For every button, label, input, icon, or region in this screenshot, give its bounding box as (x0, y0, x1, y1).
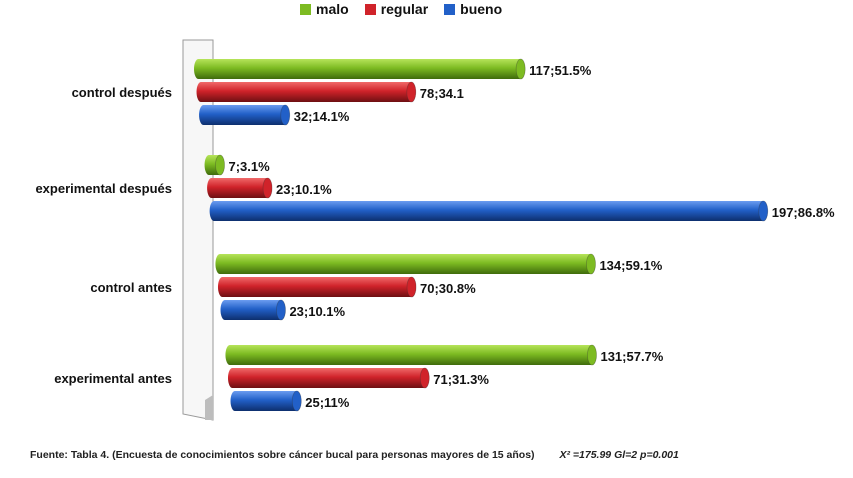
legend-item-malo: malo (300, 1, 349, 17)
legend-label-bueno: bueno (460, 1, 503, 17)
legend-label-regular: regular (380, 1, 429, 17)
data-label-bueno-1: 32;14.1% (294, 109, 350, 124)
bar-regular-1 (196, 82, 416, 102)
category-label-1: control después (72, 85, 172, 100)
data-label-bueno-2: 197;86.8% (772, 205, 835, 220)
legend-item-bueno: bueno (444, 1, 502, 17)
bar-cap-bueno-2 (758, 200, 769, 222)
bar-cap-malo-4 (587, 344, 597, 366)
bar-bueno-1 (199, 105, 290, 125)
category-label-2: experimental después (35, 181, 172, 196)
data-label-malo-4: 131;57.7% (600, 349, 663, 364)
bar-cap-regular-2 (262, 177, 273, 199)
chart-legend: malo regular bueno (300, 0, 502, 18)
bar-bueno-2 (209, 201, 768, 221)
chart-floor-shadow (205, 395, 213, 420)
statistics-note: X² =175.99 Gl=2 p=0.001 (559, 449, 679, 461)
data-label-regular-2: 23;10.1% (276, 182, 332, 197)
data-label-bueno-4: 25;11% (305, 395, 350, 410)
legend-item-regular: regular (364, 1, 429, 17)
source-note: Fuente: Tabla 4. (Encuesta de conocimien… (30, 449, 535, 461)
bar-bueno-3 (220, 300, 286, 320)
bar-cap-regular-4 (419, 367, 430, 389)
bar-malo-1 (194, 59, 526, 79)
bar-malo-4 (225, 345, 597, 365)
data-label-regular-4: 71;31.3% (433, 372, 489, 387)
bar-cap-bueno-3 (276, 299, 286, 321)
legend-swatch-regular (364, 3, 376, 15)
data-label-malo-2: 7;3.1% (228, 159, 270, 174)
data-label-regular-3: 70;30.8% (420, 281, 476, 296)
legend-label-malo: malo (316, 1, 349, 17)
legend-swatch-bueno (444, 3, 456, 15)
bar-bueno-4 (230, 391, 302, 411)
chart-footer: Fuente: Tabla 4. (Encuesta de conocimien… (30, 449, 679, 461)
bar-cap-malo-1 (515, 58, 526, 80)
bar-cap-bueno-4 (291, 390, 302, 412)
bar-cap-malo-2 (215, 154, 225, 176)
legend-swatch-malo (300, 3, 311, 15)
bar-cap-malo-3 (586, 253, 596, 275)
data-label-bueno-3: 23;10.1% (289, 304, 345, 319)
category-label-4: experimental antes (54, 371, 172, 386)
bar-cap-regular-1 (406, 81, 417, 103)
data-label-malo-1: 117;51.5% (529, 63, 592, 78)
bar-regular-3 (217, 277, 417, 297)
category-label-3: control antes (90, 280, 172, 295)
bar-cap-regular-3 (406, 276, 417, 298)
data-label-malo-3: 134;59.1% (599, 258, 662, 273)
bar-regular-2 (207, 178, 273, 198)
data-label-regular-1: 78;34.1 (420, 86, 464, 101)
bar-chart: 117;51.5% 78;34.1 32;14.1% control después 7… (35, 39, 835, 421)
bar-malo-3 (215, 254, 596, 274)
bar-regular-4 (227, 368, 430, 388)
bar-cap-bueno-1 (280, 104, 291, 126)
